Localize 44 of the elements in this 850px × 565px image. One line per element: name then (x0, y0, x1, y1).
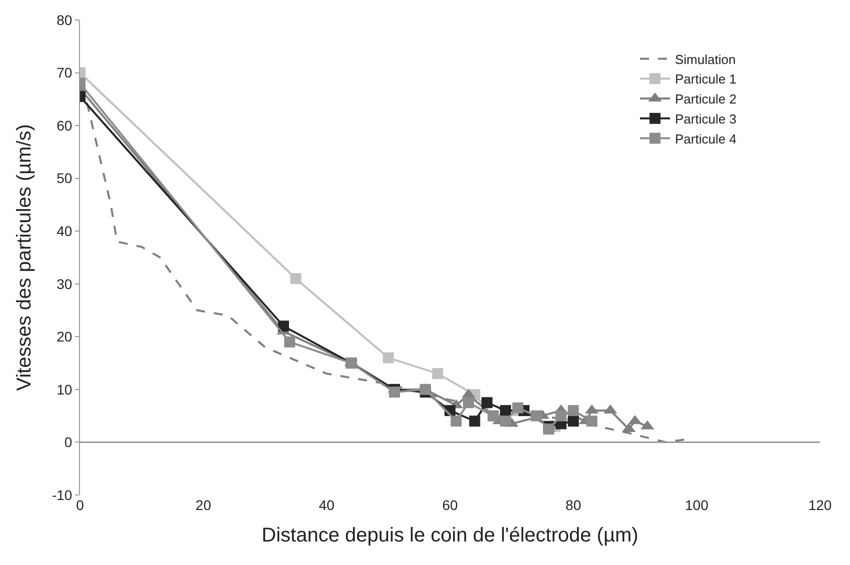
y-tick-label: 60 (56, 117, 72, 134)
point (284, 336, 296, 348)
y-tick-label: 40 (56, 223, 72, 240)
point (450, 416, 462, 427)
point (556, 410, 566, 422)
point (469, 416, 480, 427)
y-tick-label: 20 (56, 328, 72, 345)
y-tick-label: 30 (56, 276, 72, 292)
y-tick-label: 10 (56, 381, 72, 398)
y-tick-label: 80 (56, 12, 72, 28)
x-tick-label: 120 (808, 497, 832, 513)
legend-label: Particule 1 (675, 72, 736, 87)
point (382, 352, 394, 364)
y-tick-label: 70 (56, 64, 72, 81)
point (482, 397, 492, 408)
point (463, 397, 474, 408)
legend-label: Particule 4 (675, 131, 736, 146)
x-tick-label: 0 (76, 497, 84, 513)
legend-label: Particule 3 (675, 111, 736, 126)
legend-label: Particule 2 (675, 92, 736, 107)
x-tick-label: 40 (318, 497, 335, 513)
y-tick-label: 0 (64, 434, 72, 450)
point (432, 368, 444, 380)
point (543, 424, 554, 435)
point (278, 320, 289, 332)
legend-label: Simulation (675, 52, 736, 67)
point (389, 386, 400, 398)
y-tick-label: 50 (56, 170, 72, 186)
point (586, 416, 598, 427)
x-tick-label: 60 (442, 497, 458, 513)
y-tick-label: -10 (52, 486, 72, 503)
point (500, 405, 511, 416)
point (512, 402, 524, 414)
point (420, 384, 431, 395)
point (568, 405, 579, 416)
point (500, 416, 511, 427)
point (530, 410, 542, 422)
x-tick-label: 20 (196, 497, 212, 513)
y-axis-title: Vitesses des particules (µm/s) (13, 124, 36, 391)
point (568, 416, 579, 427)
x-axis-title: Distance depuis le coin de l'électrode (µm) (262, 524, 638, 546)
x-tick-label: 100 (684, 497, 709, 513)
x-tick-label: 80 (566, 497, 582, 513)
point (290, 273, 302, 284)
